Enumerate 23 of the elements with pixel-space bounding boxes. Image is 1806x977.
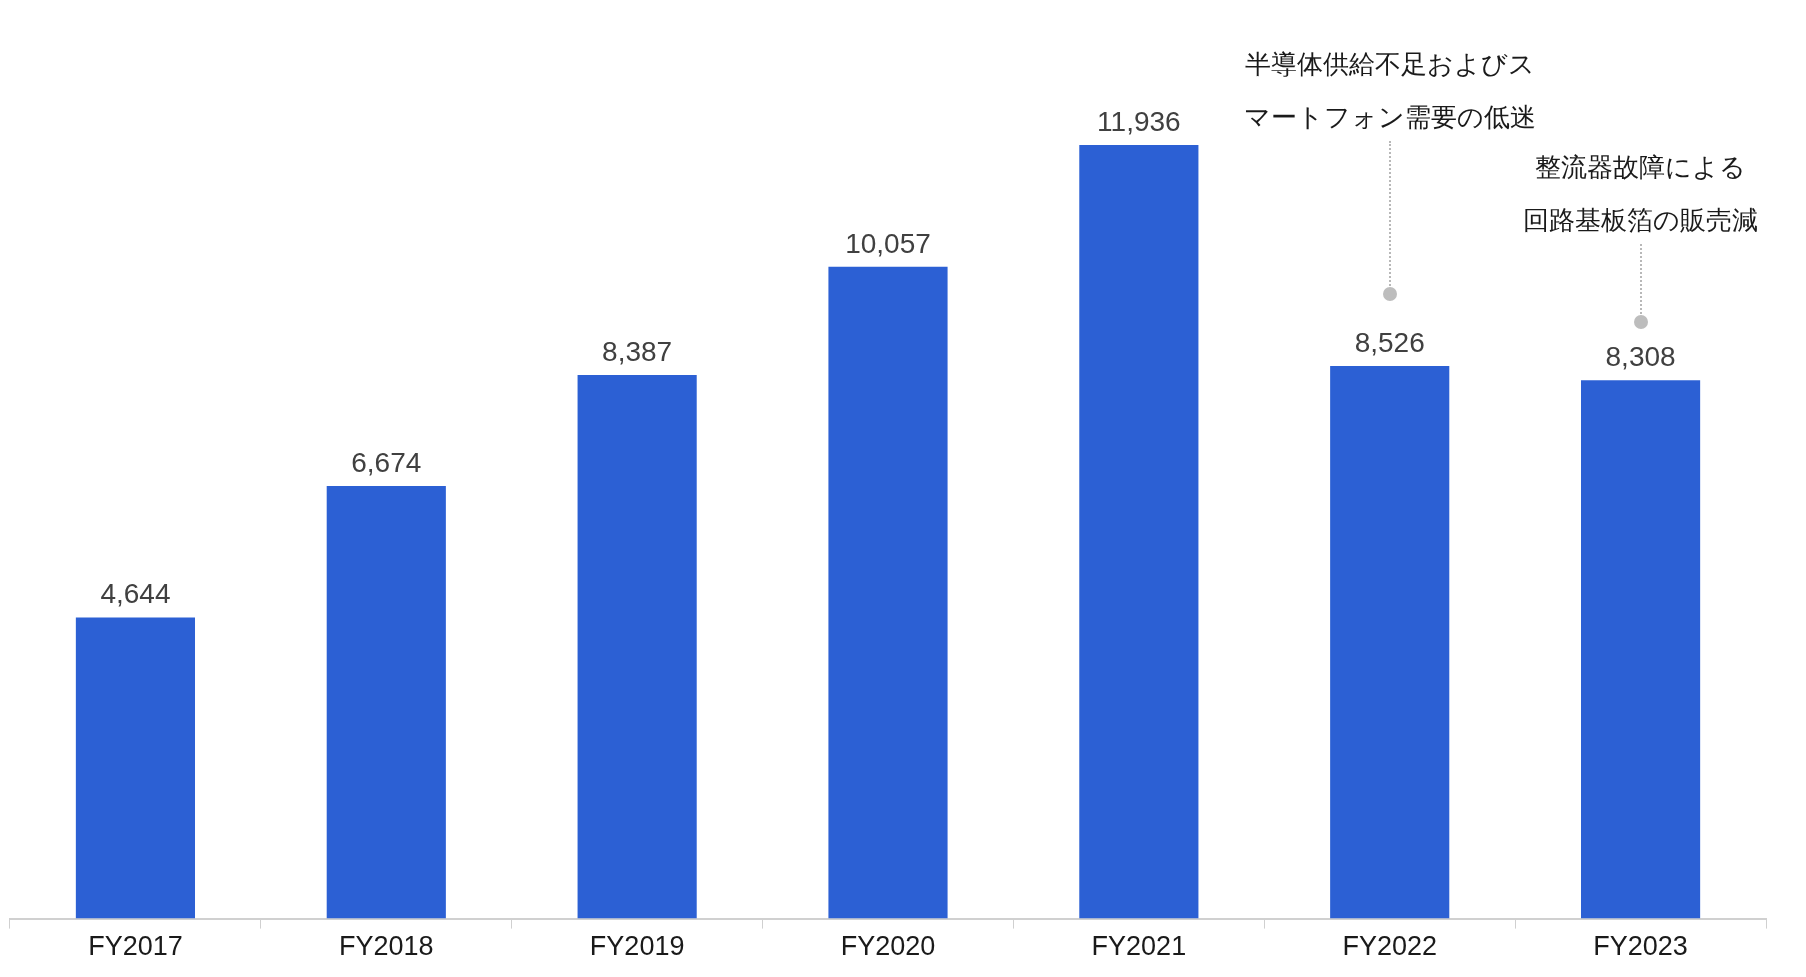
bar	[828, 266, 948, 919]
bar	[75, 617, 196, 919]
x-tick-label: FY2018	[339, 931, 434, 962]
data-label: 8,526	[1354, 326, 1425, 358]
bar	[1580, 380, 1701, 919]
annotation: 整流器故障による回路基板箔の販売減	[1523, 151, 1759, 235]
data-label: 8,387	[602, 335, 673, 367]
bar	[326, 486, 446, 919]
x-tick-label: FY2020	[840, 931, 936, 962]
data-label: 4,644	[100, 578, 171, 610]
data-label: 11,936	[1097, 105, 1181, 137]
bar	[577, 375, 697, 919]
annotation: 半導体供給不足およびスマートフォン需要の低迷	[1243, 48, 1536, 132]
data-label: 8,308	[1605, 340, 1676, 372]
x-tick-label: FY2017	[88, 931, 183, 962]
data-label: 6,674	[351, 446, 422, 478]
x-tick-label: FY2021	[1091, 931, 1187, 962]
x-tick-label: FY2022	[1342, 931, 1437, 962]
x-tick-label: FY2023	[1593, 931, 1688, 962]
bar	[1079, 145, 1199, 919]
x-tick-label: FY2019	[589, 931, 685, 962]
bar	[1330, 366, 1450, 919]
data-label: 10,057	[845, 227, 931, 259]
